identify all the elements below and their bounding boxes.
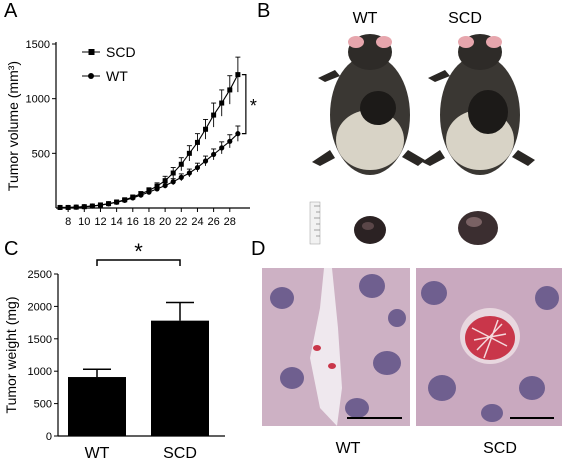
data-point-scd — [194, 139, 200, 145]
data-point-wt — [114, 199, 120, 205]
scale-ruler — [309, 201, 321, 245]
x-tick-label: 20 — [159, 216, 171, 228]
data-point-wt — [235, 131, 241, 137]
photo-label-scd: SCD — [448, 10, 482, 27]
significance-bracket — [96, 259, 181, 266]
panel-letter-d: D — [251, 238, 266, 260]
data-point-wt — [194, 164, 201, 171]
y-tick-label: 500 — [34, 399, 52, 411]
panel-letter-b: B — [257, 0, 271, 22]
y-tick-label: 1000 — [26, 94, 50, 106]
y-tick-label: 2000 — [28, 301, 52, 313]
tumor-volume-chart: 500 1000 1500 8 10 12 14 16 18 20 22 24 26 28 Tumor vo… — [5, 39, 257, 228]
legend-label-wt: WT — [106, 68, 128, 84]
y-axis-label: Tumor volume (mm³) — [5, 61, 21, 191]
x-tick-label-scd: SCD — [163, 445, 197, 462]
data-point-wt — [138, 192, 144, 198]
data-point-scd — [170, 170, 176, 176]
x-tick-label: 24 — [191, 216, 203, 228]
data-point-wt — [122, 197, 128, 203]
legend-marker — [88, 49, 95, 55]
histology-images — [262, 268, 562, 426]
data-point-wt — [211, 151, 217, 158]
y-tick-label: 1500 — [26, 39, 50, 51]
x-tick-label: 28 — [224, 216, 236, 228]
mouse-photos — [309, 34, 535, 245]
x-tick-label: 14 — [111, 216, 123, 228]
significance-bracket — [241, 74, 247, 135]
bar-wt — [68, 377, 126, 436]
x-tick-label: 8 — [65, 216, 71, 228]
x-tick-label: 18 — [143, 216, 155, 228]
photo-label-wt: WT — [352, 10, 378, 27]
data-point-scd — [211, 112, 217, 118]
y-tick-label: 1000 — [28, 366, 52, 378]
data-point-wt — [202, 158, 209, 164]
series-line-wt — [60, 133, 239, 209]
x-tick-label: 12 — [94, 216, 106, 228]
y-tick-label: 500 — [32, 148, 50, 160]
data-point-wt — [154, 186, 160, 192]
y-axis-label: Tumor weight (mg) — [3, 297, 19, 414]
y-tick-label: 2500 — [28, 269, 52, 281]
data-point-scd — [227, 87, 233, 93]
histology-label-scd: SCD — [483, 440, 517, 457]
data-point-scd — [235, 72, 241, 78]
legend-label-scd: SCD — [106, 44, 136, 60]
x-tick-label: 22 — [175, 216, 187, 228]
panel-letter-c: C — [4, 238, 19, 260]
data-point-wt — [73, 204, 79, 210]
data-point-scd — [162, 178, 168, 184]
scd-mouse-image — [422, 34, 535, 175]
wt-tumor-image — [354, 216, 386, 244]
tumor-weight-chart: 0 500 1000 1500 2000 2500 Tumor weight (mg) WT S… — [3, 239, 225, 462]
legend-marker — [88, 73, 94, 79]
data-point-wt — [81, 204, 87, 210]
x-tick-label: 26 — [208, 216, 220, 228]
data-point-wt — [97, 202, 104, 208]
data-point-wt — [65, 204, 71, 211]
scd-tumor-image — [458, 211, 498, 245]
wt-mouse-image — [312, 34, 425, 175]
data-point-wt — [146, 189, 152, 195]
histology-label-wt: WT — [335, 440, 361, 457]
y-tick-label: 0 — [46, 431, 52, 443]
data-point-wt — [178, 174, 184, 180]
y-tick-label: 1500 — [28, 334, 52, 346]
wt-histology-image — [262, 268, 410, 426]
x-tick-label-wt: WT — [85, 445, 110, 462]
data-point-scd — [219, 100, 225, 106]
significance-star: * — [134, 239, 143, 264]
data-point-wt — [105, 201, 112, 207]
data-point-wt — [170, 179, 176, 185]
data-point-scd — [178, 161, 184, 167]
significance-star: * — [250, 96, 257, 116]
bar-scd — [151, 320, 209, 436]
data-point-wt — [162, 182, 168, 189]
data-point-scd — [203, 126, 209, 132]
x-tick-label: 10 — [78, 216, 90, 228]
data-point-wt — [89, 203, 95, 209]
data-point-wt — [57, 204, 63, 211]
panel-letter-a: A — [4, 0, 18, 22]
data-point-wt — [186, 170, 192, 176]
data-point-wt — [130, 195, 136, 201]
x-tick-label: 16 — [127, 216, 139, 228]
scd-histology-image — [416, 268, 562, 426]
data-point-scd — [186, 150, 192, 156]
data-point-wt — [219, 145, 225, 151]
data-point-wt — [227, 138, 233, 144]
